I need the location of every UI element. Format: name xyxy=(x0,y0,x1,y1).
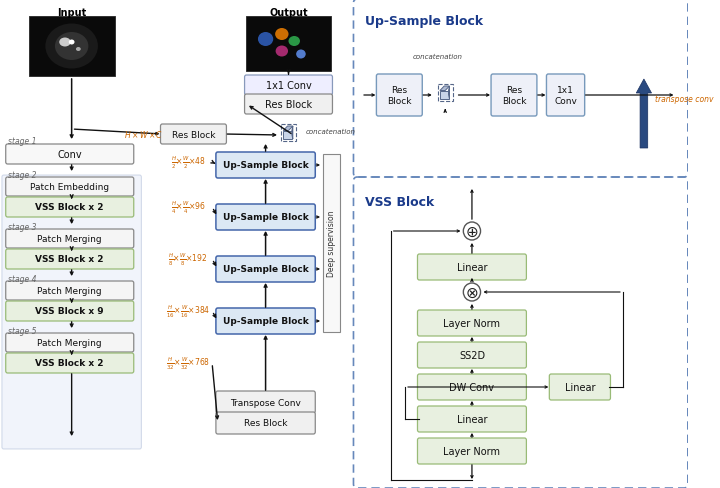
Text: VSS Block x 9: VSS Block x 9 xyxy=(35,307,104,316)
Text: stage 4: stage 4 xyxy=(8,274,36,283)
Text: Res Block: Res Block xyxy=(171,130,215,139)
FancyBboxPatch shape xyxy=(216,412,315,434)
Polygon shape xyxy=(440,87,449,91)
FancyBboxPatch shape xyxy=(216,308,315,334)
Text: stage 5: stage 5 xyxy=(8,326,36,335)
Text: Res
Block: Res Block xyxy=(502,86,526,105)
FancyBboxPatch shape xyxy=(418,342,526,368)
FancyBboxPatch shape xyxy=(216,153,315,179)
Text: 1x1
Conv: 1x1 Conv xyxy=(554,86,577,105)
Text: $\frac{H}{16}{\times}\frac{W}{16}{\times}384$: $\frac{H}{16}{\times}\frac{W}{16}{\times… xyxy=(166,303,210,320)
Ellipse shape xyxy=(276,46,288,58)
FancyBboxPatch shape xyxy=(245,76,333,96)
Text: Linear: Linear xyxy=(456,263,487,272)
Polygon shape xyxy=(292,127,293,140)
FancyBboxPatch shape xyxy=(418,438,526,464)
Ellipse shape xyxy=(45,24,98,69)
FancyBboxPatch shape xyxy=(549,374,611,400)
Text: Linear: Linear xyxy=(456,414,487,424)
Circle shape xyxy=(464,223,480,241)
FancyBboxPatch shape xyxy=(6,249,134,269)
Ellipse shape xyxy=(55,33,89,61)
Text: Up-Sample Block: Up-Sample Block xyxy=(222,213,308,222)
Text: VSS Block x 2: VSS Block x 2 xyxy=(35,203,104,212)
FancyBboxPatch shape xyxy=(216,257,315,283)
FancyArrow shape xyxy=(636,80,652,149)
Ellipse shape xyxy=(296,50,306,60)
Text: Patch Merging: Patch Merging xyxy=(37,286,102,295)
FancyBboxPatch shape xyxy=(245,95,333,115)
FancyBboxPatch shape xyxy=(418,254,526,281)
FancyBboxPatch shape xyxy=(216,204,315,230)
Ellipse shape xyxy=(275,29,289,41)
Ellipse shape xyxy=(76,48,81,52)
FancyBboxPatch shape xyxy=(6,198,134,218)
Bar xyxy=(440,91,449,100)
FancyBboxPatch shape xyxy=(546,75,585,117)
Text: Layer Norm: Layer Norm xyxy=(444,318,500,328)
Text: SS2D: SS2D xyxy=(459,350,485,360)
Ellipse shape xyxy=(289,37,300,47)
Text: Linear: Linear xyxy=(564,382,595,392)
Ellipse shape xyxy=(59,39,71,47)
FancyBboxPatch shape xyxy=(418,374,526,400)
FancyBboxPatch shape xyxy=(418,310,526,336)
Text: $\frac{H}{4}{\times}\frac{W}{4}{\times}96$: $\frac{H}{4}{\times}\frac{W}{4}{\times}9… xyxy=(171,200,206,216)
Text: stage 2: stage 2 xyxy=(8,170,36,179)
Circle shape xyxy=(464,284,480,302)
Text: Res Block: Res Block xyxy=(265,100,312,110)
Text: Up-Sample Block: Up-Sample Block xyxy=(365,16,483,28)
Text: Res
Block: Res Block xyxy=(387,86,412,105)
Text: Patch Embedding: Patch Embedding xyxy=(30,183,109,192)
FancyBboxPatch shape xyxy=(161,125,226,145)
Text: transpose conv: transpose conv xyxy=(655,94,714,103)
Text: DW Conv: DW Conv xyxy=(449,382,495,392)
Text: Patch Merging: Patch Merging xyxy=(37,235,102,244)
FancyBboxPatch shape xyxy=(216,391,315,413)
FancyBboxPatch shape xyxy=(6,178,134,197)
Bar xyxy=(246,17,330,72)
Ellipse shape xyxy=(258,33,273,47)
Text: Layer Norm: Layer Norm xyxy=(444,446,500,456)
FancyBboxPatch shape xyxy=(6,229,134,248)
Polygon shape xyxy=(283,127,293,131)
Bar xyxy=(283,131,292,140)
Text: concatenation: concatenation xyxy=(413,54,462,60)
Text: $\oplus$: $\oplus$ xyxy=(465,224,479,239)
Text: VSS Block x 2: VSS Block x 2 xyxy=(35,359,104,368)
Text: Res Block: Res Block xyxy=(244,419,287,427)
FancyBboxPatch shape xyxy=(6,333,134,352)
Text: 1x1 Conv: 1x1 Conv xyxy=(266,81,311,91)
Text: $\frac{H}{8}{\times}\frac{W}{8}{\times}192$: $\frac{H}{8}{\times}\frac{W}{8}{\times}1… xyxy=(168,251,208,267)
FancyBboxPatch shape xyxy=(6,282,134,301)
FancyBboxPatch shape xyxy=(2,176,141,449)
Bar xyxy=(323,155,340,332)
Text: $H\times W\times C$: $H\times W\times C$ xyxy=(124,129,163,140)
Text: Up-Sample Block: Up-Sample Block xyxy=(222,265,308,274)
Text: Up-Sample Block: Up-Sample Block xyxy=(222,161,308,170)
Text: stage 3: stage 3 xyxy=(8,222,36,231)
Text: Deep supervision: Deep supervision xyxy=(327,210,336,277)
Ellipse shape xyxy=(69,41,74,45)
Text: stage 1: stage 1 xyxy=(8,137,36,146)
FancyBboxPatch shape xyxy=(6,302,134,321)
Text: Up-Sample Block: Up-Sample Block xyxy=(222,317,308,326)
Text: concatenation: concatenation xyxy=(306,129,356,135)
Text: $\frac{H}{32}{\times}\frac{W}{32}{\times}768$: $\frac{H}{32}{\times}\frac{W}{32}{\times… xyxy=(166,355,210,371)
Text: VSS Block: VSS Block xyxy=(365,195,434,208)
Text: Input: Input xyxy=(57,8,86,18)
Text: $\frac{H}{2}{\times}\frac{W}{2}{\times}48$: $\frac{H}{2}{\times}\frac{W}{2}{\times}4… xyxy=(171,155,206,171)
FancyBboxPatch shape xyxy=(418,406,526,432)
Text: Transpose Conv: Transpose Conv xyxy=(230,398,301,407)
Text: Conv: Conv xyxy=(58,150,82,160)
FancyBboxPatch shape xyxy=(491,75,537,117)
FancyBboxPatch shape xyxy=(377,75,422,117)
Text: VSS Block x 2: VSS Block x 2 xyxy=(35,255,104,264)
FancyBboxPatch shape xyxy=(6,145,134,164)
FancyBboxPatch shape xyxy=(6,353,134,373)
Bar xyxy=(29,17,114,77)
Text: $\otimes$: $\otimes$ xyxy=(465,285,479,300)
Text: Output: Output xyxy=(269,8,308,18)
Text: Patch Merging: Patch Merging xyxy=(37,338,102,347)
